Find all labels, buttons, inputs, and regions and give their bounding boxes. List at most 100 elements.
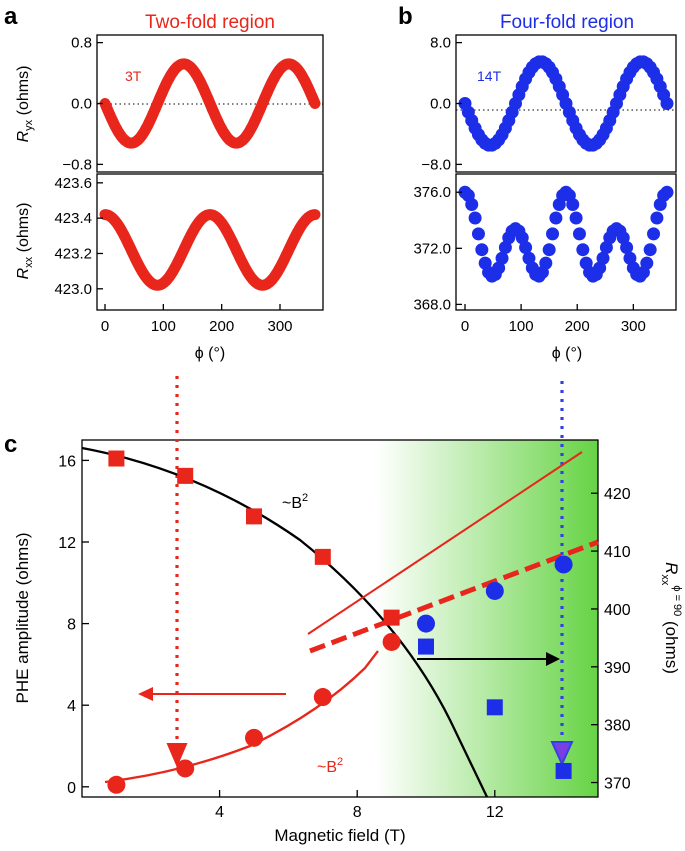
panel-a-bottom-ylabel: Rxx (ohms)	[15, 203, 35, 280]
series-0-point	[314, 548, 331, 565]
panel-b-bottom-point	[539, 256, 553, 270]
panel-b-top-point	[660, 97, 674, 110]
panel-b-bottom-ytick-label: 376.0	[413, 184, 451, 201]
panel-label-c: c	[4, 431, 17, 458]
series-3-point	[486, 699, 503, 716]
panel-a-xtick-label: 0	[101, 318, 109, 335]
panel-c-left-ytick-label: 0	[67, 780, 76, 797]
panel-c-right-ytick-label: 390	[604, 660, 631, 677]
panel-c-left-ytick-label: 16	[58, 453, 76, 470]
panel-b-xtick-label: 100	[509, 318, 534, 335]
panel-b-bottom-ytick-label: 368.0	[413, 296, 451, 313]
panel-a-xtick-label: 200	[209, 318, 234, 335]
panel-b-top-ytick-label: 0.0	[430, 96, 451, 113]
panel-b-bottom-point	[650, 211, 664, 225]
panel-b-bottom-point	[643, 243, 657, 257]
panel-b-bottom-frame	[455, 173, 677, 311]
panel-b-top-ytick-label: −8.0	[421, 156, 451, 173]
series-0-point	[246, 508, 262, 525]
panel-label-a: a	[4, 3, 18, 30]
panel-b-xlabel: ϕ (°)	[552, 345, 582, 362]
panel-c-frame	[81, 439, 599, 798]
panel-b-bottom-point	[572, 227, 586, 241]
panel-b-bottom-point	[640, 256, 654, 270]
black-fit-curve	[81, 446, 489, 798]
panel-a-bottom-frame	[96, 173, 324, 311]
panel-b-bottom-point	[596, 251, 610, 265]
panel-a-field-label: 3T	[125, 68, 142, 84]
panel-b-bottom-point	[569, 211, 583, 225]
panel-b-bottom-ytick-label: 372.0	[413, 240, 451, 257]
black-right-arrow-icon	[546, 652, 560, 666]
panel-b-bottom-point	[475, 243, 489, 257]
panel-b-bottom-point	[566, 197, 580, 211]
panel-label-b: b	[398, 3, 413, 30]
panel-b-bottom-point	[542, 243, 556, 257]
panel-c-xtick-label: 4	[215, 804, 224, 821]
panel-c-right-ytick-label: 410	[604, 544, 631, 561]
panel-a-bottom-ytick-label: 423.6	[54, 175, 92, 192]
series-2-point	[417, 614, 435, 633]
red-left-arrow-icon	[138, 687, 153, 701]
series-1-point	[245, 728, 263, 747]
panel-c-xlabel: Magnetic field (T)	[274, 826, 405, 845]
panel-c-xtick-label: 8	[353, 804, 362, 821]
series-1-point	[107, 775, 126, 794]
panel-b-title: Four-fold region	[500, 12, 634, 33]
panel-b-field-label: 14T	[477, 68, 502, 84]
panel-b-bottom-point	[468, 211, 482, 225]
panel-a-bottom-series	[99, 209, 321, 291]
red-arrowhead-down	[166, 743, 188, 768]
series-2-point	[485, 581, 504, 600]
panel-a-title: Two-fold region	[145, 12, 275, 33]
panel-b-top-ytick-label: 8.0	[430, 35, 451, 52]
panel-b-bottom-point	[647, 227, 661, 241]
series-0-point	[383, 609, 400, 626]
red-dashed-line	[309, 539, 599, 654]
red-fit-line	[307, 451, 583, 635]
panel-b-bottom-point	[495, 251, 509, 265]
panel-b-bottom-point	[620, 240, 634, 254]
series-0-point	[108, 450, 125, 467]
panel-c-ylabel-right: Rxxϕ = 90 (ohms)	[659, 562, 683, 674]
panel-c-right-ytick-label: 400	[604, 602, 631, 619]
panel-b-bottom-point	[465, 197, 479, 211]
panel-b-bottom-point	[519, 240, 533, 254]
panel-a-top-series	[99, 58, 321, 149]
series-1-point	[382, 632, 401, 651]
series-3-point	[418, 638, 434, 655]
panel-b-bottom-point	[660, 185, 674, 199]
panel-b-xtick-label: 200	[565, 318, 590, 335]
panel-c-left-ytick-label: 8	[67, 617, 76, 634]
series-1-point	[176, 759, 195, 778]
panel-a-bottom-ytick-label: 423.4	[54, 210, 92, 227]
series-0-point	[177, 467, 194, 484]
chart-marks: 0.8 0.0 −0.8 423.6 423.4 423.2 423.0 8.0 0.0 −8.0…	[54, 35, 674, 821]
panel-c-xtick-label: 12	[486, 804, 504, 821]
panel-a-xtick-label: 100	[151, 318, 176, 335]
panel-a-top-ylabel: Ryx (ohms)	[15, 66, 35, 143]
panel-b-xtick-label: 300	[621, 318, 646, 335]
panel-c-right-ytick-label: 420	[604, 486, 631, 503]
annotation-b2-upper: ~B2	[282, 492, 308, 512]
panel-c-right-ytick-label: 380	[604, 718, 631, 735]
panel-c-left-ytick-label: 12	[58, 535, 76, 552]
series-1-point	[313, 688, 332, 707]
panel-a-bottom-ytick-label: 423.2	[54, 245, 92, 262]
series-2-point	[554, 555, 573, 574]
panel-a-top-ytick-label: −0.8	[62, 156, 92, 173]
panel-c-left-ytick-label: 4	[67, 698, 76, 715]
panel-a-xtick-label: 300	[267, 318, 292, 335]
panel-b-bottom-point	[549, 211, 563, 225]
red-quadratic-curve	[104, 650, 379, 784]
panel-c-ylabel-left: PHE amplitude (ohms)	[13, 532, 32, 703]
panel-b-bottom-point	[546, 227, 560, 241]
blue-arrowhead-down	[550, 741, 574, 767]
panel-a-bottom-ytick-label: 423.0	[54, 281, 92, 298]
panel-a-top-ytick-label: 0.8	[71, 35, 92, 52]
panel-b-xtick-label: 0	[461, 318, 469, 335]
panel-b-bottom-point	[471, 227, 485, 241]
series-3-point	[555, 762, 572, 779]
annotation-b2-lower: ~B2	[317, 756, 343, 776]
